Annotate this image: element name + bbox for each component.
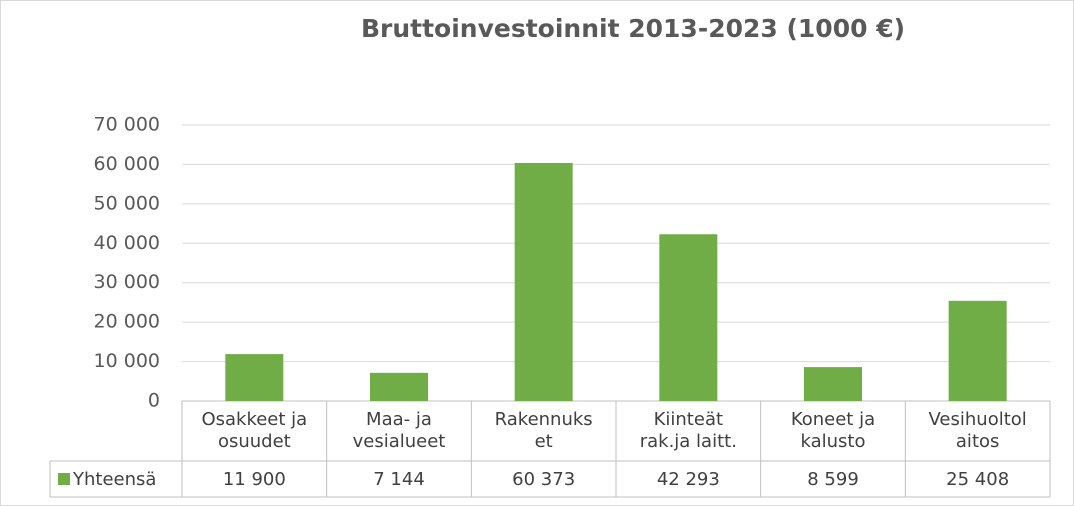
x-tick-label: Koneet ja kalusto (790, 409, 876, 452)
bar (948, 300, 1007, 401)
x-tick-label: Rakennuks et (494, 409, 593, 452)
table-value: 60 373 (512, 469, 575, 490)
legend-label: Yhteensä (72, 469, 156, 490)
y-tick-label: 70 000 (94, 114, 160, 136)
bar (804, 367, 862, 401)
table-value: 42 293 (657, 469, 720, 490)
bar (370, 372, 428, 401)
table-value: 11 900 (223, 469, 286, 490)
table-value: 7 144 (373, 469, 425, 490)
y-tick-label: 60 000 (94, 153, 160, 175)
table-value: 25 408 (946, 469, 1009, 490)
x-tick-label: Vesihuoltol aitos (928, 409, 1027, 452)
bar (225, 354, 284, 401)
y-tick-label: 20 000 (94, 311, 160, 333)
x-tick-label: Maa- ja vesialueet (352, 409, 446, 452)
legend-swatch (58, 473, 70, 485)
bar (659, 234, 718, 401)
table-value: 8 599 (807, 469, 859, 490)
x-tick-label: Kiinteät rak.ja laitt. (639, 409, 737, 452)
bar (514, 162, 573, 401)
y-tick-label: 40 000 (94, 232, 160, 254)
x-tick-label: Osakkeet ja osuudet (201, 409, 308, 452)
y-tick-label: 0 (148, 390, 160, 412)
y-tick-label: 10 000 (94, 350, 160, 372)
y-tick-label: 30 000 (94, 271, 160, 293)
chart-title: Bruttoinvestoinnit 2013-2023 (1000 €) (361, 14, 905, 43)
y-tick-label: 50 000 (94, 192, 160, 214)
